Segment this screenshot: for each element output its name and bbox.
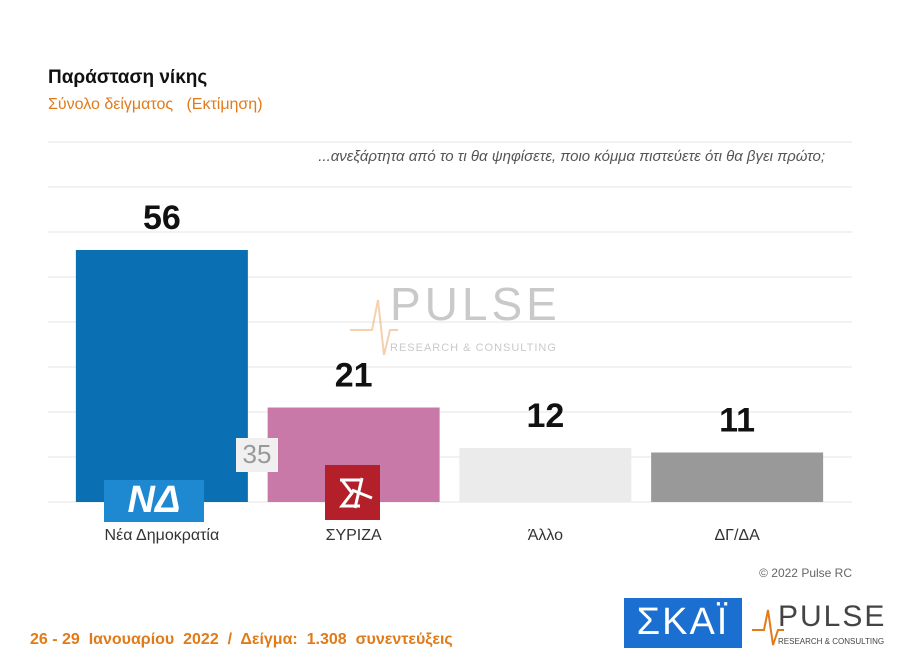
- pulse-logo-subtext: RESEARCH & CONSULTING: [778, 637, 884, 646]
- x-tick-label: Νέα Δημοκρατία: [105, 527, 220, 544]
- skai-logo-box: [624, 598, 742, 648]
- chart-title: Παράσταση νίκης: [48, 67, 207, 88]
- nd-logo-box: [104, 480, 204, 522]
- pulse-logo-line: [752, 609, 784, 646]
- copyright: © 2022 Pulse RC: [759, 566, 852, 580]
- syriza-logo-mark: [338, 477, 373, 509]
- nd-logo-text: ΝΔ: [128, 479, 181, 521]
- value-label: 21: [335, 356, 373, 394]
- bar: [75, 250, 248, 502]
- footer: 26 - 29 Ιανουαρίου 2022 / Δείγμα: 1.308 …: [30, 631, 453, 648]
- x-tick-label: ΔΓ/ΔΑ: [714, 527, 760, 544]
- skai-logo-text: ΣΚΑΪ: [637, 601, 730, 643]
- watermark-pulse-line: [350, 299, 398, 356]
- watermark-subtext: RESEARCH & CONSULTING: [390, 342, 557, 354]
- bars: 56 21 12 11: [75, 199, 824, 502]
- difference-box: [236, 438, 278, 472]
- chart-subtitle: Σύνολο δείγματος (Εκτίμηση): [48, 96, 263, 113]
- watermark-text: PULSE: [390, 278, 561, 330]
- value-label: 12: [526, 397, 564, 435]
- bar: [651, 452, 824, 502]
- pulse-logo-text: PULSE: [778, 600, 886, 633]
- bar: [459, 448, 632, 502]
- value-label: 56: [143, 199, 181, 237]
- syriza-logo: [325, 465, 380, 520]
- x-tick-label: ΣΥΡΙΖΑ: [326, 527, 382, 544]
- difference-label: 35: [243, 439, 272, 469]
- question: ...ανεξάρτητα από το τι θα ψηφίσετε, ποι…: [318, 148, 825, 165]
- nd-logo: ΝΔ: [104, 479, 204, 522]
- watermark: PULSE RESEARCH & CONSULTING: [350, 278, 561, 356]
- x-tick-label: Άλλο: [528, 527, 563, 544]
- value-label: 11: [719, 401, 755, 439]
